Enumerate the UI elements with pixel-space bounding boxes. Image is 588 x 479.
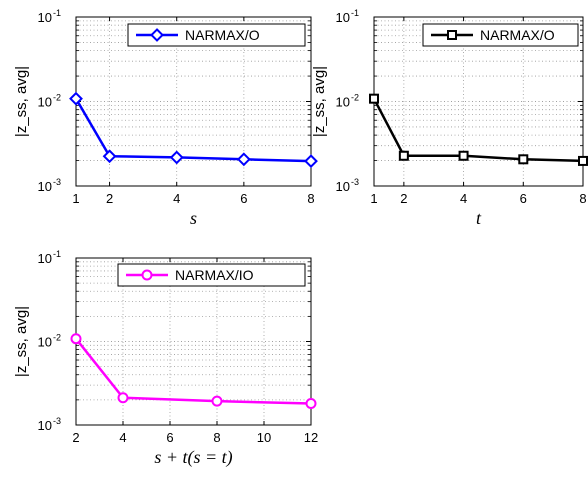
y-tick-base: 10: [336, 10, 350, 25]
square-marker: [398, 150, 409, 161]
x-tick-label: 1: [72, 191, 79, 206]
chart-panel-2: 1 2 4 6 810-110-210 -3t|z_ss, avg|NARMAX/O: [311, 8, 588, 228]
x-tick-label: 4: [460, 191, 467, 206]
square-marker: [578, 155, 588, 166]
circle-marker: [305, 397, 317, 409]
y-tick-label: 10: [336, 95, 350, 110]
x-tick-label: 8: [579, 191, 586, 206]
square-marker: [369, 93, 379, 104]
y-tick-exponent: -3: [351, 177, 359, 187]
diamond-marker: [150, 28, 164, 42]
series-line: [75, 337, 312, 405]
diamond-marker: [69, 91, 83, 106]
y-tick-label: 10: [38, 251, 52, 266]
x-axis-label: s: [190, 208, 197, 228]
y-tick-base: 10: [38, 10, 52, 25]
y-tick-exponent: -2: [351, 93, 359, 103]
x-tick-label: 8: [213, 430, 220, 445]
circle-marker: [141, 269, 153, 281]
y-axis-label: |z_ss, avg|: [311, 66, 328, 137]
x-tick-label: 8: [307, 191, 314, 206]
circle-marker: [117, 392, 129, 404]
square-marker: [447, 30, 457, 40]
y-tick-base: 10: [38, 418, 52, 433]
legend-box: [422, 23, 579, 47]
x-tick-label: 4: [119, 430, 126, 445]
legend-box: [127, 23, 306, 47]
y-tick-exponent: -2: [53, 333, 61, 343]
y-tick-label: 10: [38, 418, 52, 433]
square-marker: [518, 154, 529, 165]
y-tick-exponent: -1: [53, 8, 61, 18]
legend-label: NARMAX/O: [480, 27, 555, 43]
legend-label: NARMAX/O: [185, 27, 260, 43]
y-tick-label: 10: [38, 335, 52, 350]
y-tick-base: 10: [336, 95, 350, 110]
y-tick-label: 10: [336, 179, 350, 194]
y-tick-base: 10: [38, 251, 52, 266]
y-tick-exponent: -3: [53, 416, 61, 426]
x-tick-label: 4: [173, 191, 180, 206]
x-tick-label: 6: [520, 191, 527, 206]
square-marker: [458, 150, 469, 161]
x-tick-label: 1: [370, 191, 377, 206]
y-tick-label: 10: [336, 10, 350, 25]
diamond-marker: [304, 154, 318, 169]
legend-box: [117, 263, 306, 287]
y-tick-exponent: -3: [53, 177, 61, 187]
legend-label: NARMAX/IO: [175, 267, 254, 283]
y-axis-label: |z_ss, avg|: [13, 306, 30, 377]
x-tick-label: 2: [400, 191, 407, 206]
x-tick-label: 6: [166, 430, 173, 445]
circle-marker: [70, 333, 82, 345]
x-tick-label: 2: [106, 191, 113, 206]
y-tick-label: 10: [38, 10, 52, 25]
x-tick-label: 12: [304, 430, 318, 445]
circle-marker: [211, 395, 223, 407]
y-tick-label: 10: [38, 179, 52, 194]
y-tick-exponent: -2: [53, 93, 61, 103]
diamond-marker: [102, 149, 117, 164]
y-tick-base: 10: [336, 179, 350, 194]
y-tick-label: 10: [38, 95, 52, 110]
y-tick-exponent: -1: [53, 249, 61, 259]
x-tick-label: 2: [72, 430, 79, 445]
y-tick-exponent: -1: [351, 8, 359, 18]
x-tick-label: 10: [257, 430, 271, 445]
x-axis-label: t: [476, 208, 482, 228]
chart-panel-1: 1 2 4 6 810-110-210 -3s|z_ss, avg|NARMAX/O: [13, 8, 318, 228]
y-tick-base: 10: [38, 179, 52, 194]
y-tick-base: 10: [38, 335, 52, 350]
diamond-marker: [236, 152, 251, 167]
y-axis-label: |z_ss, avg|: [13, 66, 30, 137]
y-tick-base: 10: [38, 95, 52, 110]
diamond-marker: [169, 150, 184, 165]
x-axis-label: s + t(s = t): [154, 447, 232, 468]
x-tick-label: 6: [240, 191, 247, 206]
